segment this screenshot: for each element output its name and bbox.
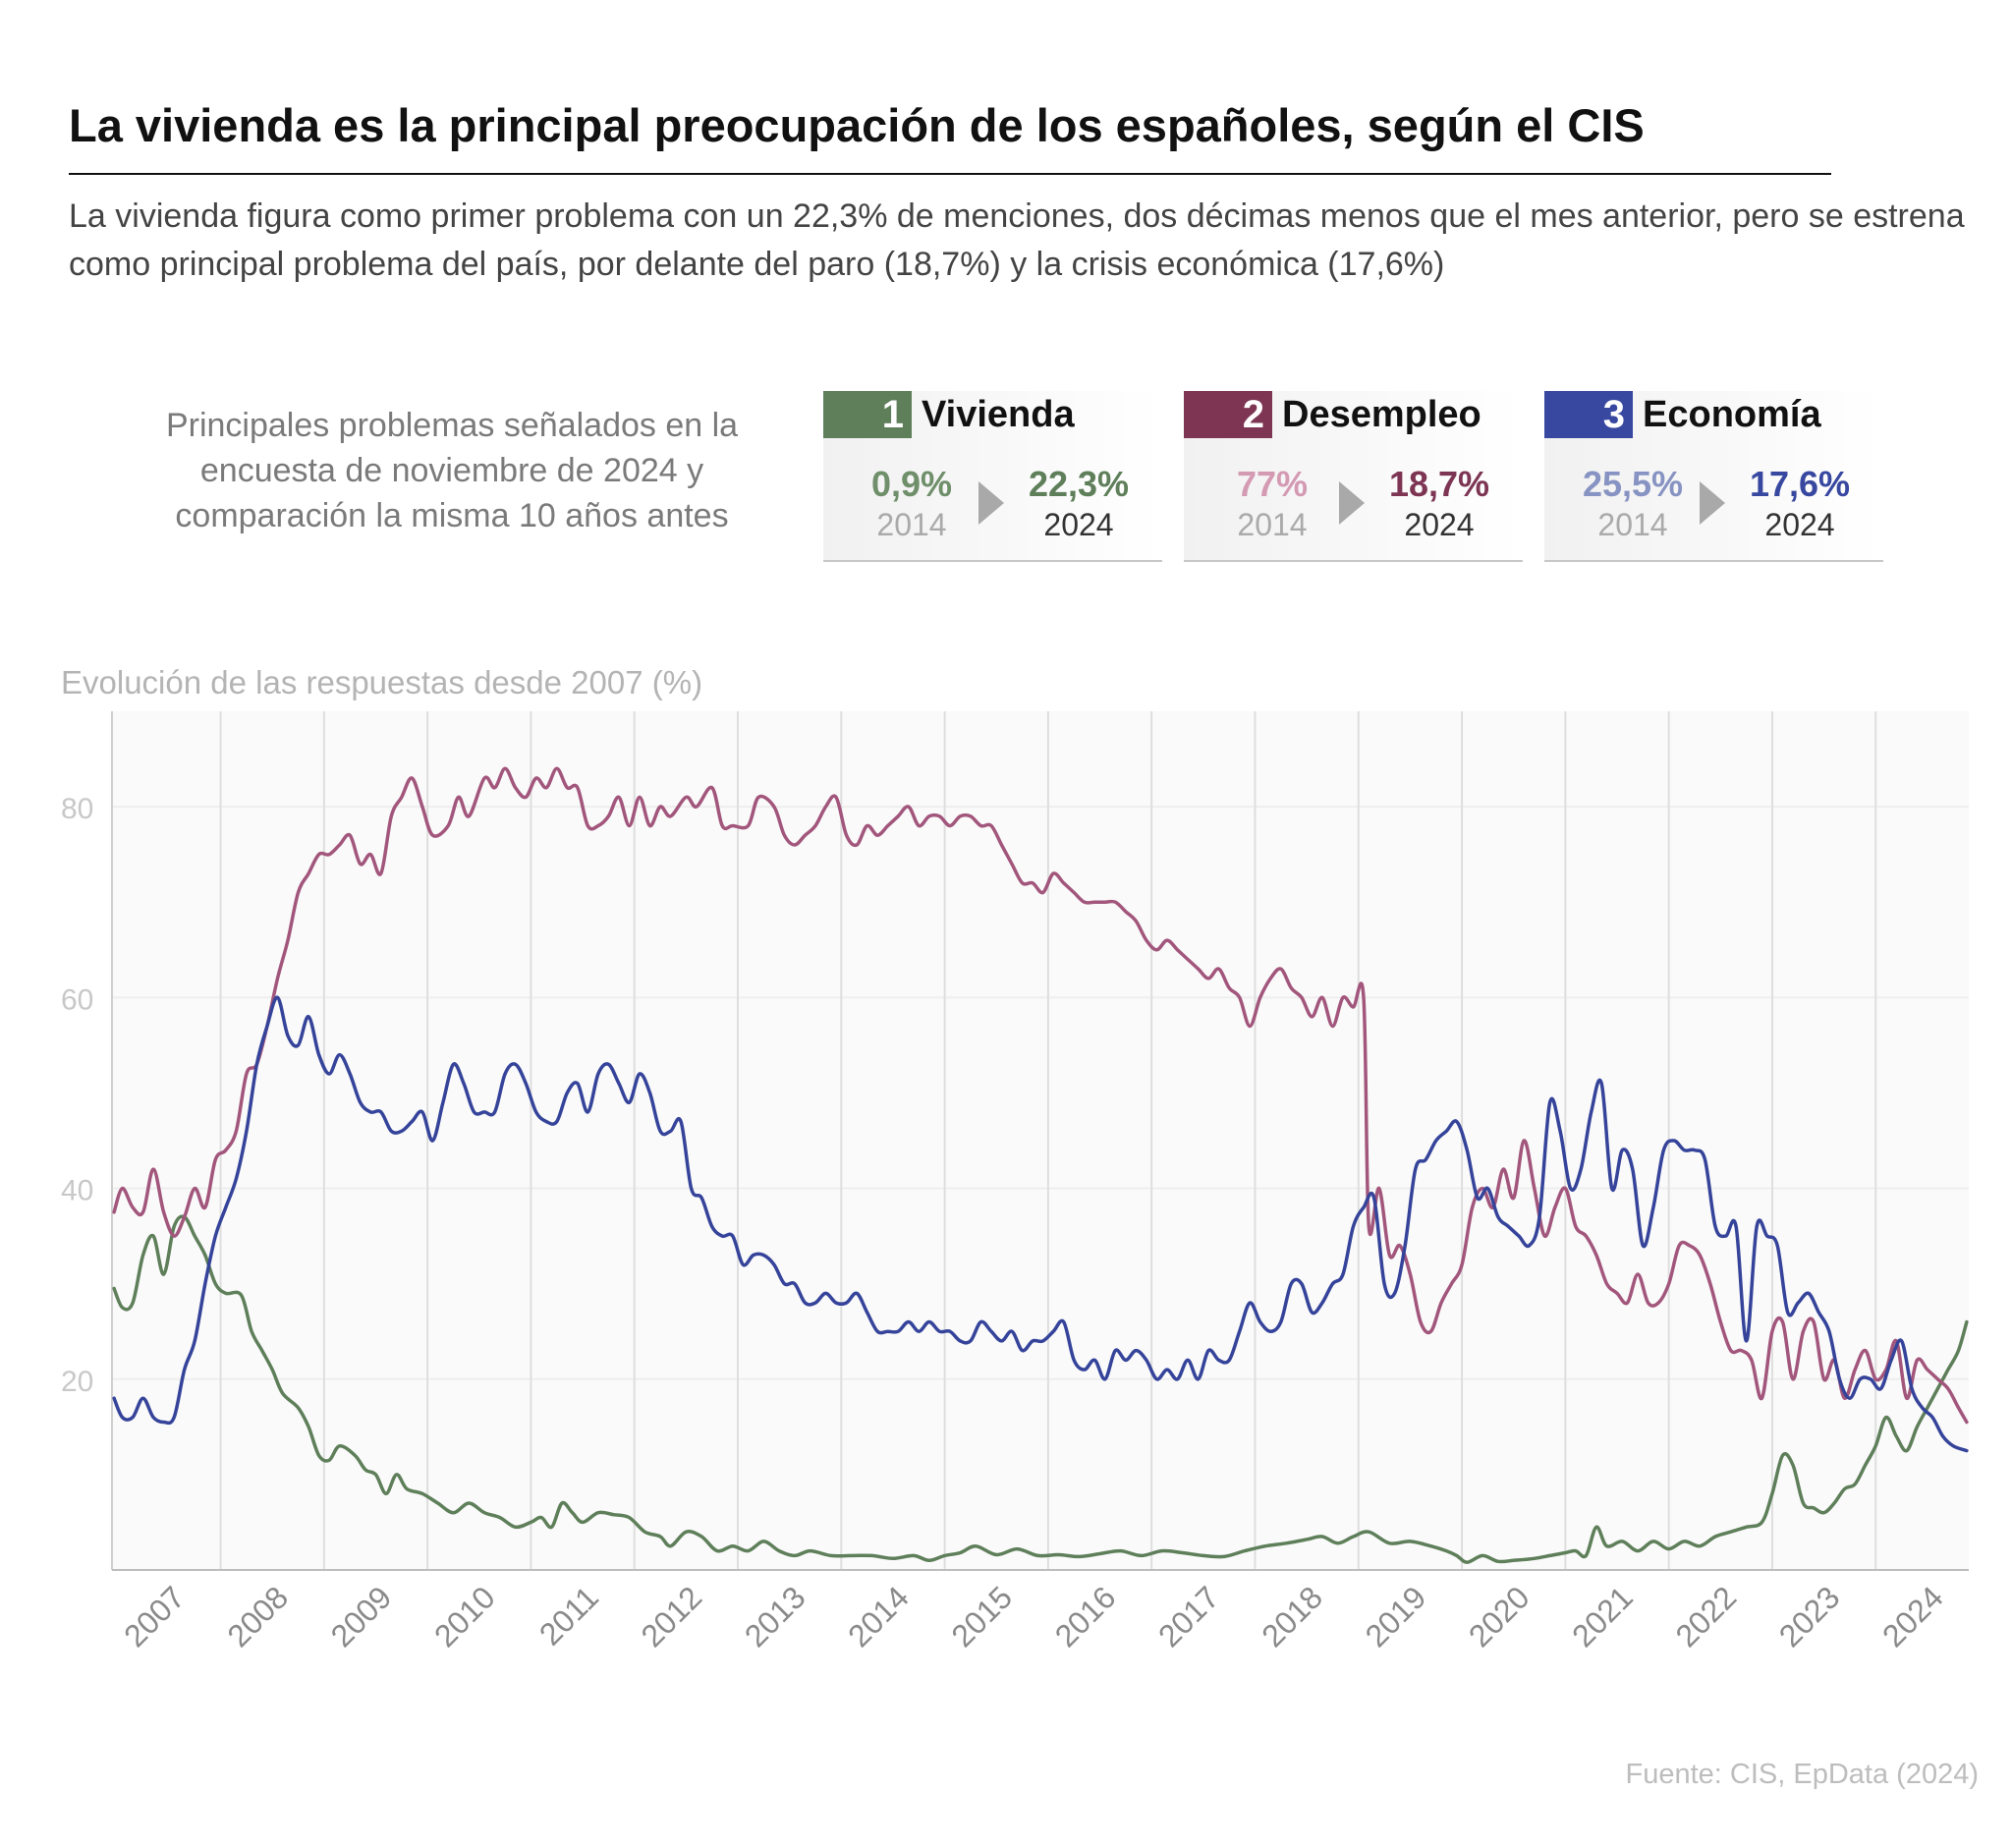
card-label: Economía [1643, 393, 1821, 435]
x-tick-label: 2015 [944, 1579, 1019, 1653]
series-line-vivienda [112, 1214, 1969, 1564]
rank-badge: 1 [823, 391, 912, 438]
chart-title: La vivienda es la principal preocupación… [69, 99, 1645, 151]
x-tick-label: 2020 [1462, 1579, 1537, 1653]
x-tick-label: 2014 [841, 1579, 916, 1653]
arrow-right-icon [1700, 481, 1725, 525]
value-2014: 77% [1236, 464, 1309, 504]
year-2024: 2024 [1404, 507, 1475, 542]
value-2014: 25,5% [1582, 464, 1684, 504]
value-2024: 22,3% [1028, 464, 1130, 504]
y-tick-label: 40 [61, 1175, 93, 1207]
x-tick-label: 2010 [427, 1579, 502, 1653]
year-2024: 2024 [1764, 507, 1835, 542]
plot-area [112, 711, 1969, 1570]
x-tick-label: 2022 [1668, 1579, 1743, 1653]
x-tick-label: 2021 [1565, 1579, 1640, 1653]
rank-badge: 3 [1544, 391, 1633, 438]
x-tick-label: 2012 [635, 1579, 709, 1653]
year-2014: 2014 [876, 507, 947, 542]
arrow-right-icon [978, 481, 1004, 525]
year-2014: 2014 [1237, 507, 1308, 542]
y-tick-label: 60 [61, 983, 93, 1016]
chart-section-title: Evolución de las respuestas desde 2007 (… [61, 664, 703, 700]
card-header: 1 Vivienda [823, 391, 1075, 438]
chart-subtitle: La vivienda figura como primer problema … [69, 197, 1965, 283]
year-2024: 2024 [1043, 507, 1114, 542]
card-header: 2 Desempleo [1184, 391, 1481, 438]
x-tick-label: 2016 [1048, 1579, 1123, 1653]
rank-badge: 2 [1184, 391, 1272, 438]
x-tick-label: 2013 [738, 1579, 812, 1653]
card-desempleo: 2 Desempleo 77% 2014 18,7% 2024 [1184, 391, 1523, 562]
arrow-right-icon [1339, 481, 1365, 525]
card-label: Desempleo [1282, 393, 1481, 435]
x-tick-label: 2023 [1772, 1579, 1847, 1653]
x-tick-label: 2018 [1255, 1579, 1329, 1653]
x-tick-label: 2007 [117, 1579, 192, 1653]
intro-text: Principales problemas señalados en la en… [165, 407, 739, 534]
year-2014: 2014 [1597, 507, 1668, 542]
x-tick-label: 2009 [324, 1579, 399, 1653]
x-tick-label: 2008 [220, 1579, 295, 1653]
x-tick-label: 2017 [1151, 1579, 1226, 1653]
value-2024: 18,7% [1388, 464, 1490, 504]
title-rule [69, 173, 1831, 175]
card-vivienda: 1 Vivienda 0,9% 2014 22,3% 2024 [823, 391, 1162, 562]
source-note: Fuente: CIS, EpData (2024) [1625, 1759, 1979, 1790]
x-tick-label: 2011 [532, 1579, 605, 1652]
series-line-economia [112, 995, 1969, 1453]
x-tick-label: 2024 [1875, 1579, 1950, 1653]
y-tick-label: 20 [61, 1366, 93, 1398]
value-2014: 0,9% [870, 464, 953, 504]
x-tick-label: 2019 [1359, 1579, 1433, 1653]
card-label: Vivienda [922, 393, 1075, 435]
series-line-desempleo [112, 766, 1969, 1425]
value-2024: 17,6% [1749, 464, 1851, 504]
card-header: 3 Economía [1544, 391, 1821, 438]
card-economia: 3 Economía 25,5% 2014 17,6% 2024 [1544, 391, 1883, 562]
y-tick-label: 80 [61, 793, 93, 825]
